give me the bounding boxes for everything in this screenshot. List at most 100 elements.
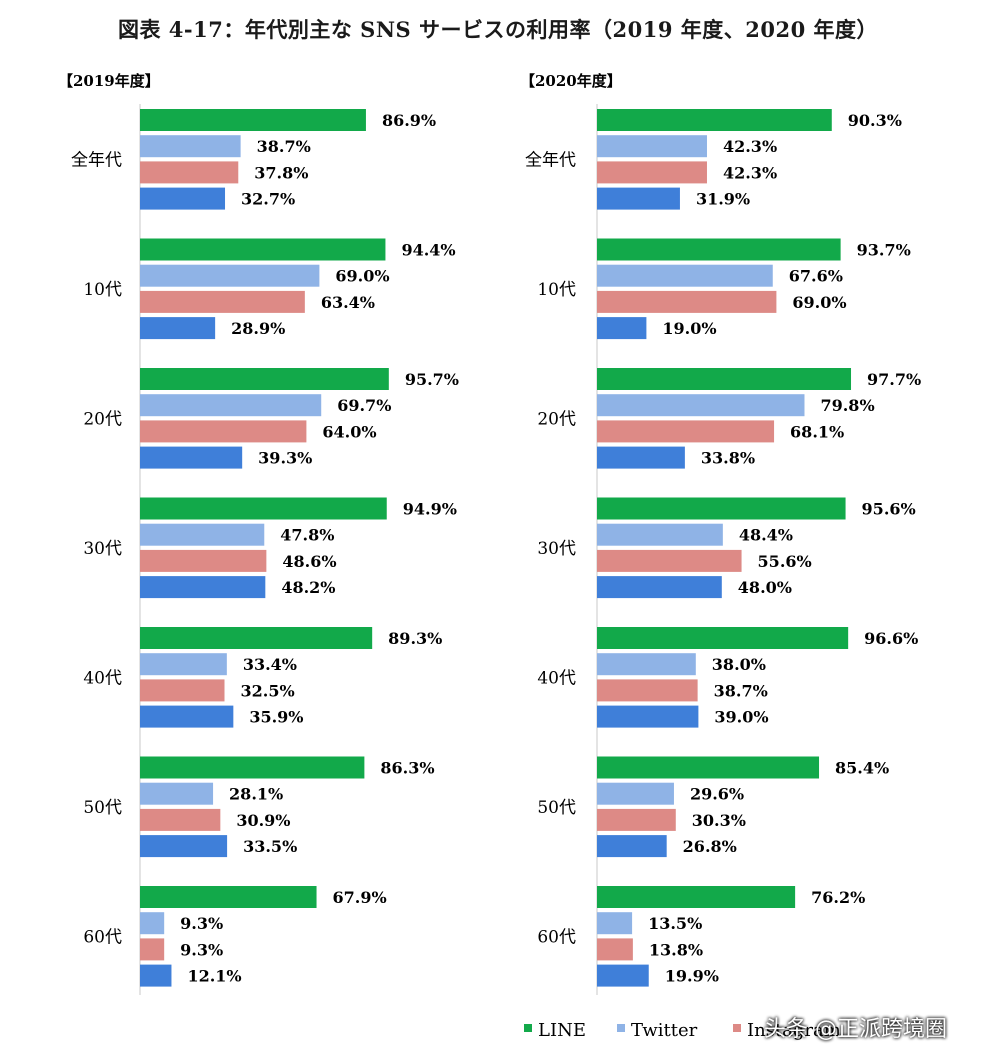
watermark: 头条 @正派跨境圈 bbox=[764, 1017, 947, 1042]
bar-line-1-5 bbox=[597, 756, 820, 779]
legend-label-instagram: Instagram bbox=[747, 1020, 841, 1041]
data-label-line-1-0: 90.3% bbox=[848, 111, 902, 130]
category-label-0-5: 50代 bbox=[83, 798, 122, 818]
bar-facebook-0-4 bbox=[140, 705, 234, 728]
bar-facebook-1-3 bbox=[597, 576, 722, 599]
data-label-facebook-1-5: 26.8% bbox=[683, 837, 737, 856]
data-label-line-1-5: 85.4% bbox=[835, 759, 889, 778]
panel-title-1: 【2020年度】 bbox=[520, 72, 622, 90]
bar-line-1-1 bbox=[597, 238, 841, 261]
bar-facebook-0-3 bbox=[140, 576, 266, 599]
data-label-twitter-1-1: 67.6% bbox=[789, 267, 843, 286]
data-label-line-1-4: 96.6% bbox=[864, 629, 918, 648]
bar-facebook-0-1 bbox=[140, 317, 216, 340]
data-label-instagram-0-1: 63.4% bbox=[321, 293, 375, 312]
data-label-facebook-0-1: 28.9% bbox=[231, 319, 285, 338]
bar-line-1-0 bbox=[597, 109, 832, 131]
data-label-twitter-1-5: 29.6% bbox=[690, 785, 744, 804]
bar-instagram-1-3 bbox=[597, 549, 742, 572]
bar-line-0-5 bbox=[140, 756, 365, 779]
data-label-twitter-0-1: 69.0% bbox=[335, 267, 389, 286]
category-label-0-1: 10代 bbox=[83, 280, 122, 300]
category-label-0-2: 20代 bbox=[83, 409, 122, 429]
bar-twitter-1-2 bbox=[597, 394, 805, 417]
bar-line-1-2 bbox=[597, 368, 852, 390]
data-label-twitter-0-2: 69.7% bbox=[337, 396, 391, 415]
category-label-1-5: 50代 bbox=[537, 798, 576, 818]
bar-instagram-0-6 bbox=[140, 938, 165, 961]
data-label-line-1-3: 95.6% bbox=[862, 500, 916, 519]
bar-twitter-1-4 bbox=[597, 653, 696, 676]
bar-twitter-1-1 bbox=[597, 264, 773, 287]
data-label-twitter-0-0: 38.7% bbox=[257, 137, 311, 156]
data-label-instagram-0-4: 32.5% bbox=[241, 681, 295, 700]
data-label-instagram-1-1: 69.0% bbox=[792, 293, 846, 312]
bar-line-0-0 bbox=[140, 109, 366, 131]
panel-title-0: 【2019年度】 bbox=[58, 72, 160, 90]
bar-line-1-6 bbox=[597, 886, 796, 908]
bar-instagram-0-2 bbox=[140, 420, 307, 443]
data-label-facebook-1-1: 19.0% bbox=[662, 319, 716, 338]
data-label-facebook-1-2: 33.8% bbox=[701, 449, 755, 468]
data-label-facebook-0-2: 39.3% bbox=[258, 449, 312, 468]
bar-instagram-0-0 bbox=[140, 161, 239, 184]
bar-line-0-1 bbox=[140, 238, 386, 261]
category-label-0-3: 30代 bbox=[83, 539, 122, 559]
bar-facebook-0-2 bbox=[140, 446, 243, 469]
data-label-instagram-1-3: 55.6% bbox=[758, 552, 812, 571]
data-label-line-0-2: 95.7% bbox=[405, 370, 459, 389]
data-label-line-1-2: 97.7% bbox=[867, 370, 921, 389]
data-label-facebook-1-4: 39.0% bbox=[714, 708, 768, 727]
bar-instagram-1-2 bbox=[597, 420, 775, 443]
data-label-instagram-0-2: 64.0% bbox=[322, 422, 376, 441]
data-label-twitter-1-0: 42.3% bbox=[723, 137, 777, 156]
bar-twitter-0-6 bbox=[140, 912, 165, 935]
bar-instagram-0-3 bbox=[140, 549, 267, 572]
bar-facebook-0-6 bbox=[140, 964, 172, 987]
data-label-instagram-1-2: 68.1% bbox=[790, 422, 844, 441]
bar-facebook-1-4 bbox=[597, 705, 699, 728]
bar-line-1-3 bbox=[597, 497, 846, 520]
bar-facebook-0-0 bbox=[140, 187, 226, 210]
data-label-twitter-1-3: 48.4% bbox=[739, 526, 793, 545]
bar-twitter-1-3 bbox=[597, 523, 723, 546]
category-label-1-1: 10代 bbox=[537, 280, 576, 300]
bar-instagram-0-5 bbox=[140, 808, 221, 831]
bar-line-1-4 bbox=[597, 627, 849, 649]
bar-twitter-0-4 bbox=[140, 653, 227, 676]
legend-swatch-line bbox=[524, 1024, 532, 1032]
bar-twitter-0-2 bbox=[140, 394, 322, 417]
category-label-1-6: 60代 bbox=[537, 927, 576, 947]
bar-instagram-1-5 bbox=[597, 808, 676, 831]
data-label-line-0-1: 94.4% bbox=[401, 241, 455, 260]
bar-instagram-1-4 bbox=[597, 679, 698, 702]
data-label-instagram-0-0: 37.8% bbox=[254, 163, 308, 182]
data-label-instagram-0-3: 48.6% bbox=[282, 552, 336, 571]
data-label-facebook-1-0: 31.9% bbox=[696, 190, 750, 209]
data-label-facebook-0-3: 48.2% bbox=[281, 578, 335, 597]
data-label-twitter-1-6: 13.5% bbox=[648, 914, 702, 933]
bar-facebook-1-5 bbox=[597, 835, 667, 858]
bar-twitter-0-0 bbox=[140, 135, 241, 158]
data-label-line-0-4: 89.3% bbox=[388, 629, 442, 648]
bar-line-0-6 bbox=[140, 886, 317, 908]
data-label-twitter-0-5: 28.1% bbox=[229, 785, 283, 804]
bar-line-0-4 bbox=[140, 627, 373, 649]
legend-swatch-twitter bbox=[617, 1024, 625, 1032]
data-label-line-0-0: 86.9% bbox=[382, 111, 436, 130]
bar-line-0-3 bbox=[140, 497, 387, 520]
data-label-line-1-6: 76.2% bbox=[811, 888, 865, 907]
data-label-instagram-1-4: 38.7% bbox=[714, 681, 768, 700]
bar-facebook-1-1 bbox=[597, 317, 647, 340]
data-label-facebook-1-3: 48.0% bbox=[738, 578, 792, 597]
bar-twitter-1-5 bbox=[597, 782, 674, 805]
bar-instagram-1-1 bbox=[597, 290, 777, 313]
data-label-instagram-1-0: 42.3% bbox=[723, 163, 777, 182]
data-label-instagram-0-5: 30.9% bbox=[236, 811, 290, 830]
bar-facebook-1-0 bbox=[597, 187, 680, 210]
data-label-facebook-0-4: 35.9% bbox=[249, 708, 303, 727]
chart-title: 図表 4-17：年代別主な SNS サービスの利用率（2019 年度、2020 … bbox=[117, 17, 879, 42]
category-label-0-0: 全年代 bbox=[71, 150, 122, 170]
bar-instagram-1-6 bbox=[597, 938, 633, 961]
bar-facebook-1-2 bbox=[597, 446, 685, 469]
